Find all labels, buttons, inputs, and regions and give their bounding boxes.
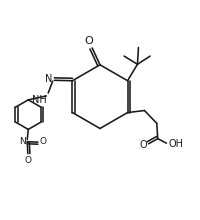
Text: O: O bbox=[139, 140, 147, 150]
Text: O: O bbox=[85, 36, 93, 46]
Text: NH: NH bbox=[32, 95, 46, 105]
Text: O: O bbox=[24, 156, 31, 165]
Text: O: O bbox=[39, 137, 46, 146]
Text: OH: OH bbox=[168, 139, 183, 148]
Text: N: N bbox=[45, 75, 52, 84]
Text: N: N bbox=[19, 137, 26, 146]
